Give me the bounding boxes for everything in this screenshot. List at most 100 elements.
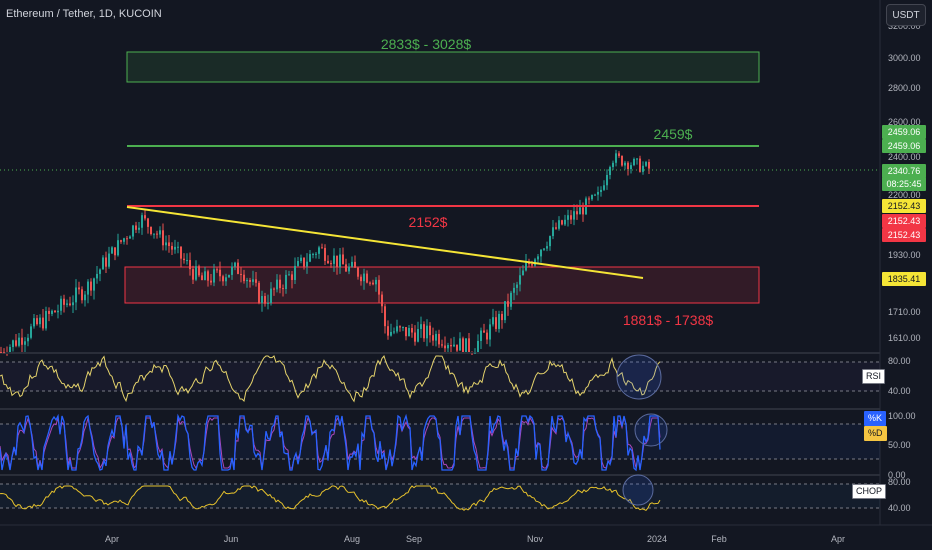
chop-tick: 40.00 bbox=[888, 503, 911, 513]
candle-body bbox=[15, 340, 17, 346]
candle-body bbox=[153, 233, 155, 235]
candle-body bbox=[483, 330, 485, 333]
candle-body bbox=[267, 302, 269, 304]
candle-body bbox=[513, 287, 515, 293]
price-tag-resistance: 2459.06 bbox=[882, 139, 926, 153]
candle-body bbox=[39, 317, 41, 325]
currency-button[interactable]: USDT bbox=[886, 4, 926, 26]
candle-body bbox=[201, 275, 203, 281]
price-tag-trendline: 1835.41 bbox=[882, 272, 926, 286]
candle-body bbox=[27, 337, 29, 342]
candle-body bbox=[84, 294, 86, 301]
candle-body bbox=[177, 246, 179, 248]
candle-body bbox=[396, 326, 398, 332]
price-tick: 3200.00 bbox=[888, 21, 921, 31]
price-tag-resistance: 2459.06 bbox=[882, 125, 926, 139]
candle-body bbox=[636, 158, 638, 160]
candle-body bbox=[12, 340, 14, 348]
candle-body bbox=[9, 347, 11, 352]
candle-body bbox=[228, 274, 230, 278]
price-tag-countdown: 08:25:45 bbox=[882, 177, 926, 191]
candle-body bbox=[627, 162, 629, 170]
candle-body bbox=[273, 288, 275, 290]
time-axis[interactable]: Apr Jun Aug Sep Nov 2024 Feb Apr bbox=[105, 534, 845, 544]
candle-body bbox=[648, 162, 650, 169]
candle-body bbox=[510, 292, 512, 307]
candle-body bbox=[525, 262, 527, 271]
candle-body bbox=[480, 330, 482, 341]
candle-body bbox=[459, 338, 461, 351]
candle-body bbox=[219, 269, 221, 277]
candle-body bbox=[438, 333, 440, 345]
candle-body bbox=[339, 254, 341, 268]
chop-highlight-circle[interactable] bbox=[622, 474, 654, 506]
candle-body bbox=[378, 279, 380, 295]
price-tick: 2400.00 bbox=[888, 152, 921, 162]
stoch-highlight-circle[interactable] bbox=[634, 413, 668, 447]
candle-body bbox=[270, 288, 272, 303]
candle-body bbox=[69, 303, 71, 306]
candle-body bbox=[546, 246, 548, 249]
candle-body bbox=[537, 256, 539, 260]
candle-body bbox=[432, 335, 434, 341]
rsi-label[interactable]: RSI bbox=[862, 369, 886, 384]
candle-body bbox=[300, 257, 302, 262]
candle-body bbox=[48, 310, 50, 314]
price-tick: 2600.00 bbox=[888, 117, 921, 127]
stoch-d-label[interactable]: %D bbox=[864, 426, 887, 441]
candle-body bbox=[276, 279, 278, 290]
candle-body bbox=[75, 287, 77, 303]
candle-body bbox=[6, 354, 8, 356]
candle-body bbox=[135, 225, 137, 230]
candle-body bbox=[309, 254, 311, 262]
candle-body bbox=[51, 310, 53, 314]
candle-body bbox=[360, 276, 362, 282]
candle-body bbox=[132, 225, 134, 237]
price-tick: 2800.00 bbox=[888, 83, 921, 93]
candle-body bbox=[18, 337, 20, 346]
candle-body bbox=[210, 280, 212, 283]
candle-body bbox=[279, 279, 281, 289]
candle-body bbox=[456, 344, 458, 351]
candle-body bbox=[426, 325, 428, 339]
symbol-title[interactable]: Ethereum / Tether, 1D, KUCOIN bbox=[6, 8, 162, 20]
candle-body bbox=[72, 302, 74, 306]
time-tick: Nov bbox=[527, 534, 544, 544]
time-tick: Apr bbox=[105, 534, 119, 544]
candle-body bbox=[507, 301, 509, 307]
candle-body bbox=[249, 279, 251, 282]
candle-body bbox=[618, 153, 620, 156]
candle-body bbox=[474, 352, 476, 354]
time-tick: 2024 bbox=[647, 534, 667, 544]
candle-body bbox=[147, 218, 149, 227]
stoch-k-label[interactable]: %K bbox=[864, 411, 887, 426]
demand-zone-box[interactable] bbox=[124, 266, 760, 304]
candle-body bbox=[363, 273, 365, 282]
candle-body bbox=[354, 261, 356, 268]
chop-label[interactable]: CHOP bbox=[852, 484, 887, 499]
candle-body bbox=[57, 310, 59, 313]
target-zone-box[interactable] bbox=[126, 51, 760, 83]
price-tick: 1610.00 bbox=[888, 333, 921, 343]
candle-body bbox=[444, 345, 446, 349]
rsi-line bbox=[0, 354, 661, 403]
candle-body bbox=[423, 324, 425, 339]
candle-body bbox=[231, 266, 233, 275]
candle-body bbox=[159, 230, 161, 235]
candle-body bbox=[234, 262, 236, 267]
candle-body bbox=[54, 310, 56, 313]
candle-body bbox=[258, 282, 260, 304]
trendline[interactable] bbox=[126, 206, 644, 279]
demand-zone-label: 1881$ - 1738$ bbox=[623, 312, 714, 328]
candle-body bbox=[564, 219, 566, 225]
price-tag-support: 2152.43 bbox=[882, 228, 926, 242]
candle-body bbox=[87, 281, 89, 295]
price-axis[interactable]: 3200.00 3000.00 2800.00 2600.00 2400.00 … bbox=[888, 21, 921, 343]
candle-body bbox=[315, 253, 317, 255]
candle-body bbox=[555, 227, 557, 229]
rsi-band bbox=[0, 362, 880, 391]
candle-body bbox=[330, 263, 332, 265]
rsi-highlight-circle[interactable] bbox=[616, 354, 662, 400]
time-tick: Jun bbox=[224, 534, 239, 544]
